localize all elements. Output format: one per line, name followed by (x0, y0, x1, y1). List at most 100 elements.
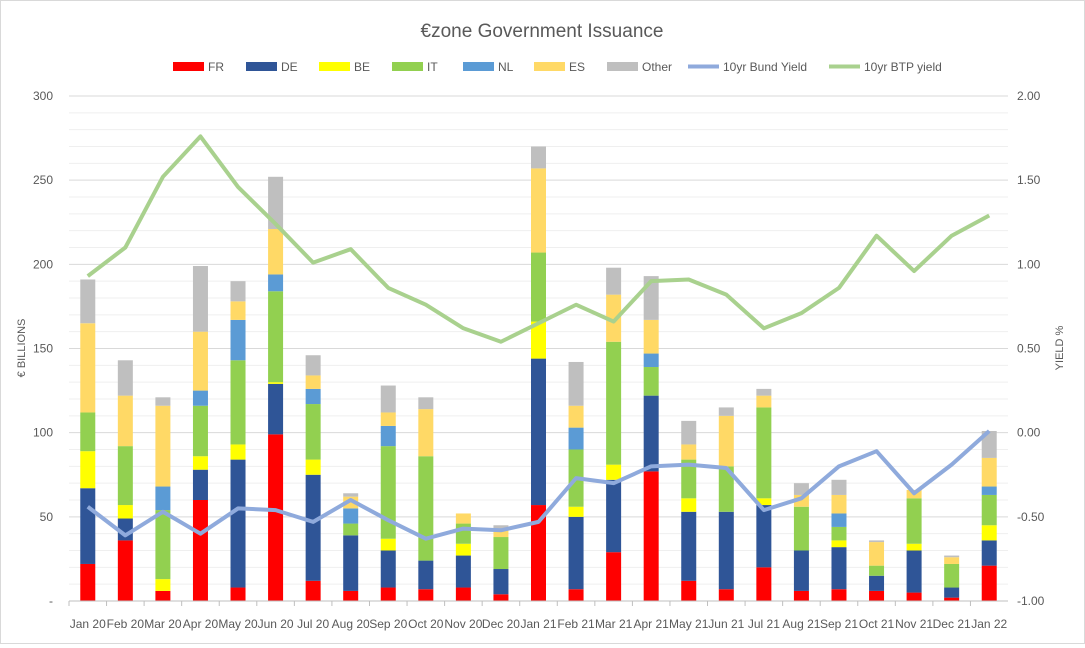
bar-segment-it (982, 495, 997, 525)
bar-segment-it (756, 407, 771, 498)
bar-segment-fr (381, 588, 396, 601)
bar-segment-nl (569, 428, 584, 450)
bar-segment-nl (155, 487, 170, 511)
bar-segment-nl (644, 354, 659, 367)
x-tick-label: Jun 20 (258, 617, 294, 631)
bar-segment-de (606, 480, 621, 552)
bar-segment-other (418, 397, 433, 409)
bar-segment-es (306, 375, 321, 388)
bar-segment-other (606, 268, 621, 295)
bar-segment-be (80, 451, 95, 488)
bar-segment-de (982, 540, 997, 565)
bar-segment-it (869, 566, 884, 576)
bar-segment-es (831, 495, 846, 514)
bar-segment-it (193, 406, 208, 457)
bar-segment-de (493, 569, 508, 594)
bar-segment-other (756, 389, 771, 396)
legend-label: BE (354, 60, 370, 74)
y2-tick-label: 2.00 (1017, 89, 1041, 103)
bar-segment-de (831, 547, 846, 589)
bar-segment-other (681, 421, 696, 445)
bar-segment-it (418, 456, 433, 560)
bar-segment-de (756, 505, 771, 567)
bar-segment-es (418, 409, 433, 456)
x-tick-label: Jan 22 (971, 617, 1007, 631)
bar-segment-es (231, 301, 246, 320)
bar-segment-de (719, 512, 734, 589)
x-tick-label: Mar 21 (595, 617, 633, 631)
bar-segment-fr (80, 564, 95, 601)
bar-segment-fr (343, 591, 358, 601)
legend-label: NL (498, 60, 514, 74)
bar-segment-nl (268, 274, 283, 291)
bar-segment-es (944, 557, 959, 564)
bar-segment-other (569, 362, 584, 406)
legend-swatch (173, 62, 204, 71)
bar-segment-nl (231, 320, 246, 360)
legend-label: 10yr Bund Yield (723, 60, 807, 74)
bar-segment-nl (306, 389, 321, 404)
x-tick-label: Sep 21 (820, 617, 858, 631)
bar-segment-other (80, 279, 95, 323)
y-axis-label: € BILLIONS (16, 319, 28, 378)
y-tick-label: 100 (33, 426, 53, 440)
bar-segment-de (869, 576, 884, 591)
bar-segment-it (456, 524, 471, 544)
x-tick-label: Feb 20 (107, 617, 145, 631)
bar-segment-other (944, 556, 959, 558)
bar-segment-es (719, 416, 734, 467)
bar-segment-de (381, 551, 396, 588)
legend-label: 10yr BTP yield (864, 60, 942, 74)
bar-segment-fr (493, 594, 508, 601)
y-tick-label: 200 (33, 257, 53, 271)
legend-label: ES (569, 60, 585, 74)
bar-segment-es (644, 320, 659, 354)
bar-segment-es (155, 406, 170, 487)
bar-segment-be (118, 505, 133, 518)
bar-segment-nl (831, 513, 846, 526)
bar-segment-de (907, 551, 922, 593)
bar-segment-it (155, 510, 170, 579)
bar-segment-it (118, 446, 133, 505)
legend-swatch (319, 62, 350, 71)
bar-segment-fr (268, 434, 283, 601)
bar-segment-it (306, 404, 321, 460)
legend-label: DE (281, 60, 298, 74)
bar-segment-fr (681, 581, 696, 601)
x-tick-label: Nov 20 (444, 617, 482, 631)
bar-segment-fr (644, 471, 659, 601)
bar-segment-fr (982, 566, 997, 601)
bar-segment-es (681, 444, 696, 459)
x-tick-label: Dec 21 (933, 617, 971, 631)
x-tick-label: Jan 20 (70, 617, 106, 631)
legend-label: IT (427, 60, 438, 74)
bar-segment-nl (193, 391, 208, 406)
x-tick-label: May 21 (669, 617, 709, 631)
bar-segment-be (982, 525, 997, 540)
bar-segment-es (982, 458, 997, 487)
y2-axis-label: YIELD % (1054, 325, 1066, 370)
bar-segment-it (944, 564, 959, 588)
bar-segment-other (343, 493, 358, 496)
legend-swatch (534, 62, 565, 71)
bar-segment-de (794, 551, 809, 591)
bar-segment-de (193, 470, 208, 500)
bar-segment-fr (306, 581, 321, 601)
bar-segment-be (193, 456, 208, 469)
x-tick-label: Jul 20 (297, 617, 329, 631)
bar-segment-de (80, 488, 95, 564)
bar-segment-es (756, 396, 771, 408)
bar-segment-it (794, 507, 809, 551)
legend-swatch (463, 62, 494, 71)
y2-tick-label: 0.50 (1017, 342, 1041, 356)
bar-segment-it (268, 291, 283, 382)
bar-segment-be (231, 444, 246, 459)
bar-segment-de (456, 556, 471, 588)
bar-segment-be (569, 507, 584, 517)
bar-segment-fr (456, 588, 471, 601)
y2-tick-label: -1.00 (1017, 594, 1045, 608)
y-tick-label: 50 (40, 510, 54, 524)
bars (80, 147, 996, 602)
